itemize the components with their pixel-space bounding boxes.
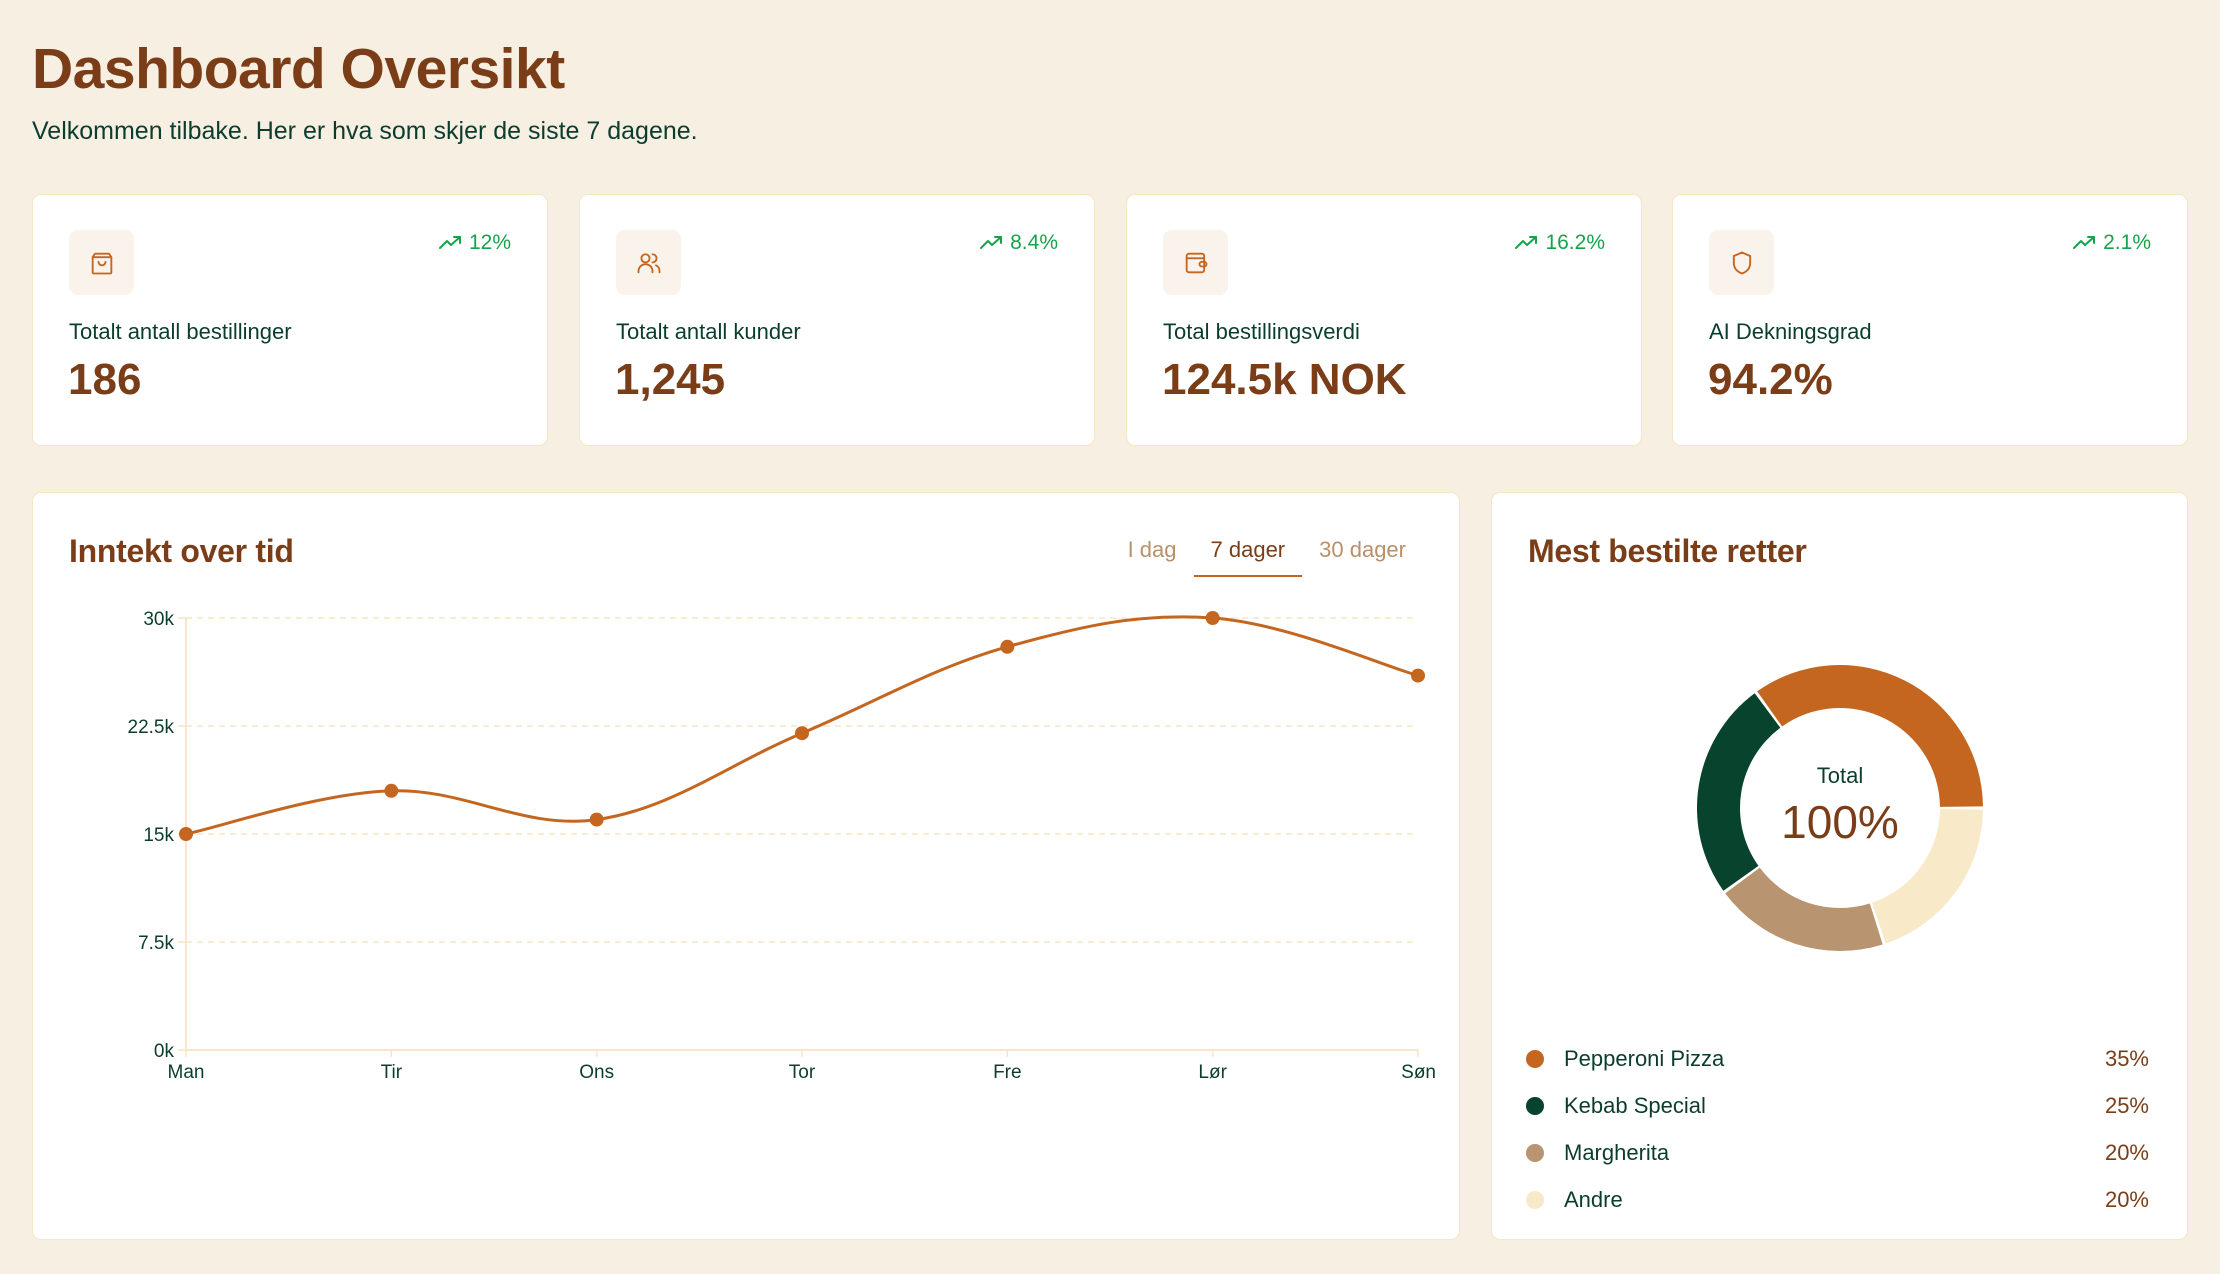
- trend-value: 8.4%: [1010, 231, 1058, 254]
- data-point[interactable]: [589, 812, 604, 827]
- legend-name: Kebab Special: [1564, 1092, 1706, 1118]
- revenue-line-chart: 0k 7.5k 15k 22.5k 30k Man Tir Ons Tor Fre Lør Søn: [128, 609, 1436, 1083]
- trending-up-icon: [980, 236, 1003, 249]
- donut-segment[interactable]: [1757, 665, 1983, 807]
- stat-value: 124.5k NOK: [1162, 355, 1407, 404]
- stat-label: AI Dekningsgrad: [1709, 319, 1872, 344]
- y-tick-label: 15k: [143, 825, 174, 846]
- legend-dot: [1526, 1143, 1544, 1162]
- stat-card-order-value: 16.2% Total bestillingsverdi 124.5k NOK: [1126, 194, 1642, 446]
- data-point[interactable]: [795, 726, 809, 741]
- legend-name: Andre: [1564, 1186, 1623, 1212]
- top-dishes-card: Mest bestilte retter Total 100% Pepperon…: [1491, 492, 2188, 1240]
- stat-card-ai-coverage: 2.1% AI Dekningsgrad 94.2%: [1672, 194, 2188, 446]
- stat-value: 186: [68, 355, 142, 404]
- tab-today[interactable]: I dag: [1127, 537, 1177, 562]
- stat-icon-box: [616, 230, 681, 295]
- donut-center-label: Total: [1816, 763, 1864, 788]
- stat-value: 94.2%: [1708, 355, 1833, 404]
- stat-icon-box: [69, 230, 134, 295]
- x-tick-label: Ons: [579, 1062, 614, 1083]
- stat-card-orders: 12% Totalt antall bestillinger 186: [32, 194, 548, 446]
- y-tick-label: 22.5k: [128, 717, 175, 738]
- trend-value: 16.2%: [1545, 231, 1605, 254]
- page-subtitle: Velkommen tilbake. Her er hva som skjer …: [32, 117, 698, 145]
- donut-center-value: 100%: [1781, 796, 1899, 848]
- x-tick-label: Fre: [993, 1062, 1022, 1083]
- data-point[interactable]: [1205, 611, 1220, 625]
- dishes-donut-chart: [1697, 665, 1983, 951]
- x-tick-label: Man: [168, 1062, 205, 1083]
- legend-item: Andre 20%: [1526, 1176, 2149, 1223]
- x-tick-label: Lør: [1198, 1062, 1227, 1083]
- wallet-icon: [1185, 252, 1207, 273]
- legend-pct: 20%: [2104, 1186, 2149, 1212]
- y-tick-label: 7.5k: [138, 933, 174, 954]
- users-icon: [637, 252, 660, 273]
- tab-7-days[interactable]: 7 dager: [1193, 537, 1303, 577]
- donut-segment[interactable]: [1697, 693, 1781, 891]
- top-dishes-title: Mest bestilte retter: [1528, 533, 1807, 569]
- x-tick-label: Tir: [381, 1062, 403, 1083]
- legend-pct: 35%: [2104, 1045, 2149, 1071]
- x-tick-label: Tor: [789, 1062, 816, 1083]
- shield-icon: [1732, 251, 1751, 274]
- x-tick-label: Søn: [1401, 1062, 1436, 1083]
- data-point[interactable]: [179, 827, 193, 841]
- legend-dot: [1526, 1096, 1544, 1115]
- y-tick-label: 0k: [154, 1041, 175, 1062]
- trending-up-icon: [2073, 236, 2096, 249]
- data-point[interactable]: [384, 783, 399, 798]
- legend-item: Margherita 20%: [1526, 1129, 2149, 1176]
- revenue-chart-title: Inntekt over tid: [69, 533, 294, 569]
- trend-badge: 12%: [438, 231, 511, 255]
- data-point[interactable]: [1411, 668, 1425, 683]
- stat-icon-box: [1709, 230, 1774, 295]
- legend-pct: 25%: [2104, 1092, 2149, 1118]
- period-tabs: I dag 7 dager 30 dager: [1111, 537, 1423, 577]
- stat-value: 1,245: [615, 355, 726, 404]
- trend-value: 12%: [468, 231, 511, 254]
- legend-name: Pepperoni Pizza: [1564, 1045, 1725, 1071]
- trend-badge: 8.4%: [980, 231, 1058, 255]
- page-title: Dashboard Oversikt: [32, 37, 565, 101]
- shopping-bag-icon: [91, 252, 112, 274]
- donut-segment[interactable]: [1871, 809, 1983, 944]
- legend-name: Margherita: [1564, 1139, 1670, 1165]
- stat-card-customers: 8.4% Totalt antall kunder 1,245: [579, 194, 1095, 446]
- trending-up-icon: [1515, 236, 1538, 249]
- tab-30-days[interactable]: 30 dager: [1319, 537, 1406, 562]
- legend-dot: [1526, 1049, 1544, 1068]
- y-tick-label: 30k: [143, 609, 174, 630]
- stat-icon-box: [1163, 230, 1228, 295]
- trending-up-icon: [438, 236, 461, 249]
- legend-item: Kebab Special 25%: [1526, 1082, 2149, 1129]
- data-point[interactable]: [1000, 639, 1015, 654]
- trend-badge: 16.2%: [1515, 231, 1605, 255]
- legend-pct: 20%: [2104, 1139, 2149, 1165]
- stat-label: Total bestillingsverdi: [1163, 319, 1360, 344]
- stat-label: Totalt antall kunder: [616, 319, 801, 344]
- dishes-legend: Pepperoni Pizza 35% Kebab Special 25% Ma…: [1526, 1035, 2149, 1223]
- trend-value: 2.1%: [2103, 231, 2151, 254]
- trend-badge: 2.1%: [2073, 231, 2151, 255]
- legend-item: Pepperoni Pizza 35%: [1526, 1035, 2149, 1082]
- donut-segment[interactable]: [1725, 867, 1883, 951]
- revenue-chart-card: Inntekt over tid I dag 7 dager 30 dager …: [32, 492, 1460, 1240]
- stat-label: Totalt antall bestillinger: [69, 319, 292, 344]
- legend-dot: [1526, 1190, 1544, 1209]
